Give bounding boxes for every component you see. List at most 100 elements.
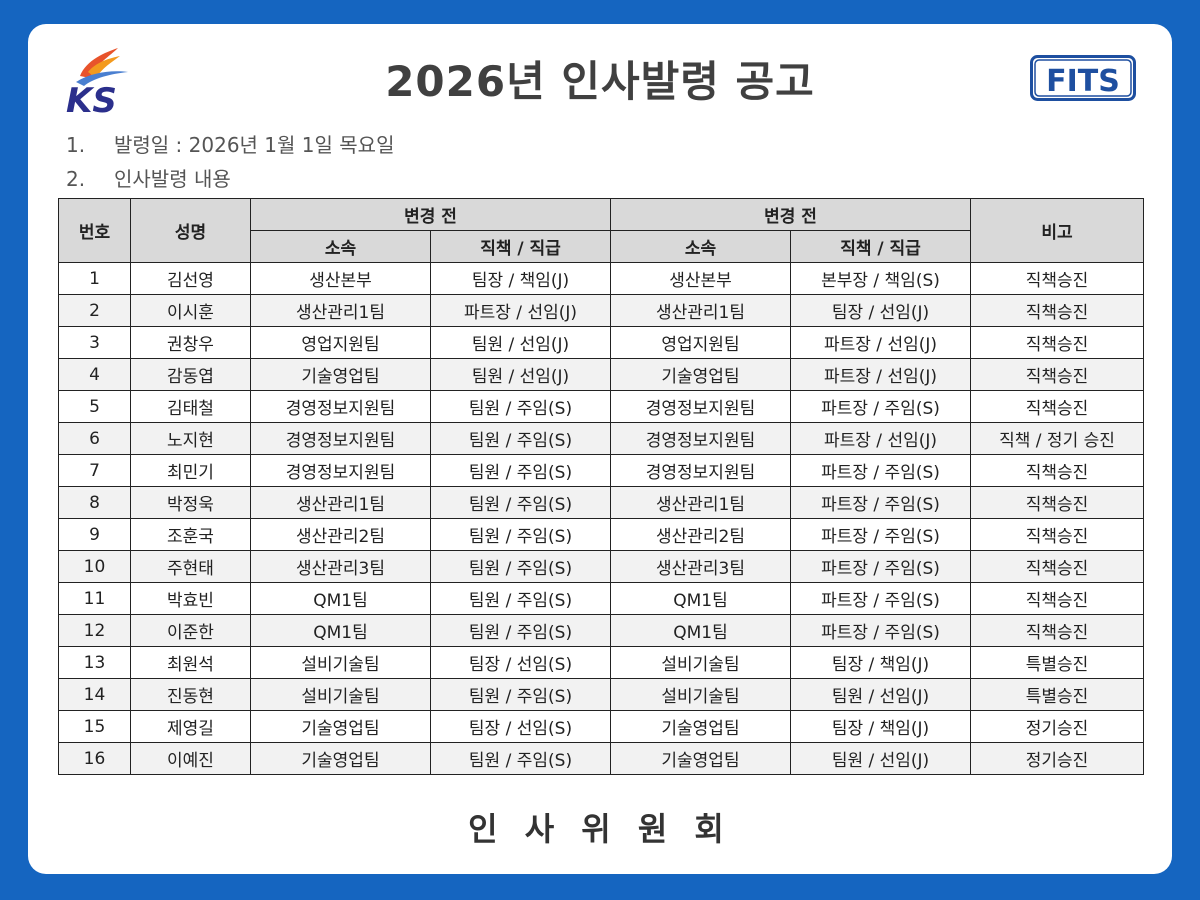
cell-dept-before: 기술영업팀 — [250, 742, 431, 775]
cell-dept-before: 생산관리1팀 — [250, 486, 431, 519]
cell-name: 조훈국 — [130, 518, 251, 551]
cell-no: 7 — [58, 454, 131, 487]
table-row: 13 최원석 설비기술팀 팀장 / 선임(S) 설비기술팀 팀장 / 책임(J) 특별승진 — [58, 646, 1144, 679]
cell-dept-before: 설비기술팀 — [250, 678, 431, 711]
cell-name: 박정욱 — [130, 486, 251, 519]
cell-name: 진동현 — [130, 678, 251, 711]
cell-dept-after: 설비기술팀 — [610, 678, 791, 711]
footer-committee: 인 사 위 원 회 — [468, 810, 732, 848]
cell-no: 12 — [58, 614, 131, 647]
notice-card: KS 2026년 인사발령 공고 FITS 1. 발령일 : 2026년 1월 1… — [28, 24, 1172, 874]
table-row: 12 이준한 QM1팀 팀원 / 주임(S) QM1팀 파트장 / 주임(S) 직책승진 — [58, 614, 1144, 647]
cell-position-after: 파트장 / 선임(J) — [790, 422, 971, 455]
cell-note: 직책승진 — [970, 294, 1144, 327]
cell-dept-after: 영업지원팀 — [610, 326, 791, 359]
cell-dept-after: 기술영업팀 — [610, 358, 791, 391]
info-item-number: 1. — [66, 133, 86, 157]
cell-no: 6 — [58, 422, 131, 455]
cell-dept-before: 생산본부 — [250, 262, 431, 295]
table-row: 2 이시훈 생산관리1팀 파트장 / 선임(J) 생산관리1팀 팀장 / 선임(J) 직책승… — [58, 294, 1144, 327]
cell-position-after: 파트장 / 주임(S) — [790, 518, 971, 551]
cell-position-before: 파트장 / 선임(J) — [430, 294, 611, 327]
fits-logo: FITS — [1030, 55, 1136, 101]
cell-no: 15 — [58, 710, 131, 743]
cell-dept-before: 경영정보지원팀 — [250, 422, 431, 455]
cell-no: 3 — [58, 326, 131, 359]
cell-note: 직책승진 — [970, 326, 1144, 359]
fits-logo-text: FITS — [1046, 64, 1120, 99]
cell-dept-before: 기술영업팀 — [250, 710, 431, 743]
cell-name: 감동엽 — [130, 358, 251, 391]
table-row: 15 제영길 기술영업팀 팀장 / 선임(S) 기술영업팀 팀장 / 책임(J) 정기승진 — [58, 710, 1144, 743]
cell-no: 4 — [58, 358, 131, 391]
cell-position-after: 파트장 / 선임(J) — [790, 326, 971, 359]
cell-note: 직책승진 — [970, 614, 1144, 647]
cell-position-before: 팀원 / 선임(J) — [430, 358, 611, 391]
header-row-top: 번호 성명 변경 전 변경 전 비고 — [58, 198, 1144, 263]
cell-name: 제영길 — [130, 710, 251, 743]
cell-position-after: 파트장 / 주임(S) — [790, 614, 971, 647]
cell-position-before: 팀장 / 책임(J) — [430, 262, 611, 295]
cell-dept-after: 생산관리1팀 — [610, 294, 791, 327]
cell-note: 직책승진 — [970, 358, 1144, 391]
cell-position-before: 팀원 / 주임(S) — [430, 454, 611, 487]
cell-dept-before: 생산관리1팀 — [250, 294, 431, 327]
cell-dept-before: 영업지원팀 — [250, 326, 431, 359]
cell-name: 주현태 — [130, 550, 251, 583]
info-item-number: 2. — [66, 167, 86, 191]
cell-name: 이예진 — [130, 742, 251, 775]
ks-flame-orange — [88, 56, 120, 78]
cell-position-after: 팀장 / 책임(J) — [790, 710, 971, 743]
cell-dept-after: 기술영업팀 — [610, 742, 791, 775]
cell-no: 10 — [58, 550, 131, 583]
cell-note: 직책승진 — [970, 518, 1144, 551]
table-row: 1 김선영 생산본부 팀장 / 책임(J) 생산본부 본부장 / 책임(S) 직책승진 — [58, 262, 1144, 295]
cell-no: 9 — [58, 518, 131, 551]
cell-note: 직책승진 — [970, 550, 1144, 583]
cell-name: 김선영 — [130, 262, 251, 295]
header-name: 성명 — [130, 198, 251, 263]
cell-no: 8 — [58, 486, 131, 519]
table-row: 6 노지현 경영정보지원팀 팀원 / 주임(S) 경영정보지원팀 파트장 / 선임(J) 직… — [58, 422, 1144, 455]
cell-dept-before: 경영정보지원팀 — [250, 390, 431, 423]
cell-position-after: 팀원 / 선임(J) — [790, 678, 971, 711]
cell-no: 5 — [58, 390, 131, 423]
cell-no: 14 — [58, 678, 131, 711]
cell-dept-before: QM1팀 — [250, 582, 431, 615]
cell-dept-before: 생산관리3팀 — [250, 550, 431, 583]
cell-dept-after: 기술영업팀 — [610, 710, 791, 743]
cell-position-before: 팀원 / 주임(S) — [430, 422, 611, 455]
header-row-sub: 소속 직책 / 직급 소속 직책 / 직급 — [59, 230, 1144, 263]
cell-position-before: 팀원 / 주임(S) — [430, 582, 611, 615]
cell-dept-after: 생산본부 — [610, 262, 791, 295]
cell-position-after: 팀장 / 선임(J) — [790, 294, 971, 327]
cell-position-before: 팀원 / 주임(S) — [430, 518, 611, 551]
ks-logo: KS — [66, 48, 128, 114]
cell-dept-before: 기술영업팀 — [250, 358, 431, 391]
header-dept-before: 소속 — [250, 230, 431, 263]
header-position-before: 직책 / 직급 — [430, 230, 611, 263]
cell-no: 13 — [58, 646, 131, 679]
table-row: 10 주현태 생산관리3팀 팀원 / 주임(S) 생산관리3팀 파트장 / 주임(S) 직책… — [58, 550, 1144, 583]
header-no: 번호 — [58, 198, 131, 263]
cell-position-before: 팀원 / 주임(S) — [430, 614, 611, 647]
cell-dept-before: 설비기술팀 — [250, 646, 431, 679]
table-body: 1 김선영 생산본부 팀장 / 책임(J) 생산본부 본부장 / 책임(S) 직책승진 2 이시… — [58, 262, 1144, 775]
table-row: 5 김태철 경영정보지원팀 팀원 / 주임(S) 경영정보지원팀 파트장 / 주임(S) 직… — [58, 390, 1144, 423]
cell-note: 직책승진 — [970, 262, 1144, 295]
cell-position-after: 팀장 / 책임(J) — [790, 646, 971, 679]
cell-no: 16 — [58, 742, 131, 775]
cell-dept-before: 생산관리2팀 — [250, 518, 431, 551]
cell-dept-after: 생산관리1팀 — [610, 486, 791, 519]
cell-note: 직책 / 정기 승진 — [970, 422, 1144, 455]
cell-note: 직책승진 — [970, 390, 1144, 423]
cell-name: 최민기 — [130, 454, 251, 487]
cell-name: 김태철 — [130, 390, 251, 423]
cell-note: 특별승진 — [970, 646, 1144, 679]
cell-dept-after: 경영정보지원팀 — [610, 390, 791, 423]
header-note: 비고 — [970, 198, 1144, 263]
cell-position-before: 팀원 / 선임(J) — [430, 326, 611, 359]
info-item-content: 2. 인사발령 내용 — [66, 162, 394, 196]
cell-position-before: 팀원 / 주임(S) — [430, 678, 611, 711]
cell-dept-after: 설비기술팀 — [610, 646, 791, 679]
